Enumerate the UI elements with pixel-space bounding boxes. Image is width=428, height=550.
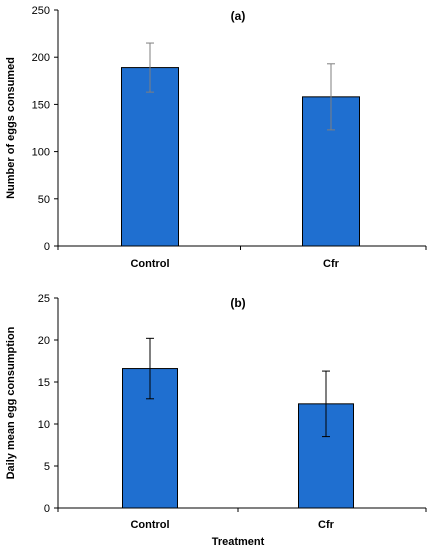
chart1-y-tick-label: 150 <box>32 99 50 111</box>
chart2-y-axis-label: Daily mean egg consumption <box>5 326 17 479</box>
chart2-y-tick-label: 20 <box>38 335 50 347</box>
chart1-bar <box>121 67 179 247</box>
chart2-x-tick-label: Control <box>130 519 169 531</box>
chart2-y-tick-label: 5 <box>44 461 50 473</box>
chart1-y-tick-label: 250 <box>32 5 50 17</box>
chart2-title: (b) <box>230 296 245 310</box>
chart1-x-tick-label: Control <box>130 258 169 270</box>
chart2-y-tick-label: 10 <box>38 419 50 431</box>
chart2-x-axis-label: Treatment <box>212 536 265 548</box>
chart1-y-axis-label: Number of eggs consumed <box>5 57 17 199</box>
chart2-y-tick-label: 15 <box>38 377 50 389</box>
chart1-title: (a) <box>231 9 246 23</box>
chart1-x-tick-label: Cfr <box>323 258 340 270</box>
chart1-y-tick-label: 100 <box>32 147 50 159</box>
chart2-x-tick-label: Cfr <box>318 519 335 531</box>
chart1-y-tick-label: 200 <box>32 52 50 64</box>
chart2-y-tick-label: 25 <box>38 293 50 305</box>
chart1-y-tick-label: 50 <box>38 194 50 206</box>
chart1-y-tick-label: 0 <box>44 241 50 253</box>
chart2-y-tick-label: 0 <box>44 503 50 515</box>
